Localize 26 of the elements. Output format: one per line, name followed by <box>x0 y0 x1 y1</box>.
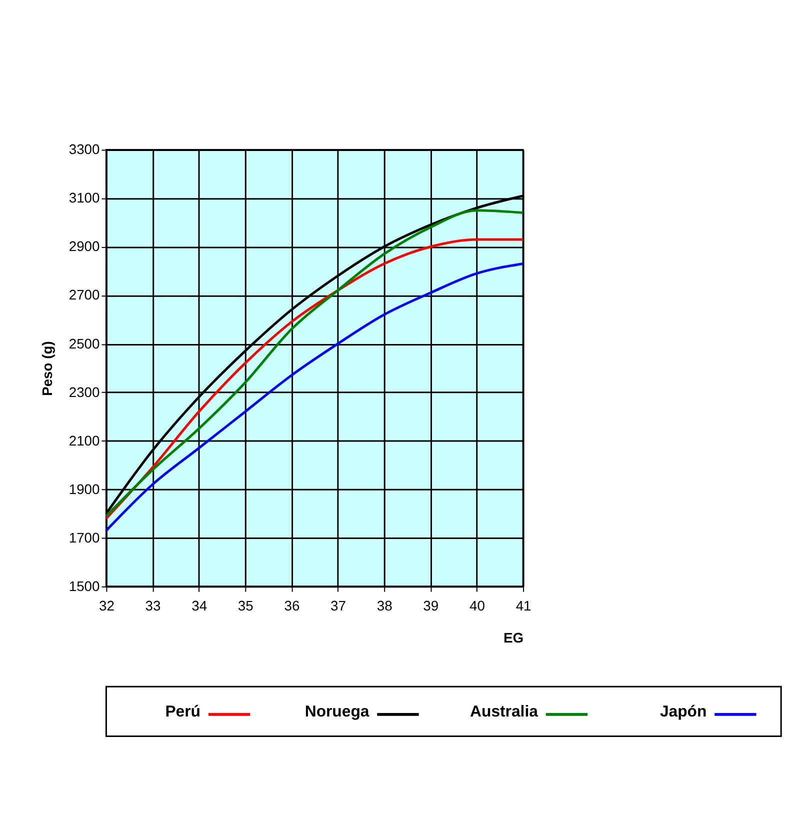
x-tick-label: 39 <box>423 598 439 614</box>
y-tick-label: 1700 <box>68 529 100 546</box>
x-tick-label: 32 <box>98 598 115 614</box>
x-tick-label: 38 <box>376 598 393 614</box>
x-tick-label: 34 <box>192 598 208 614</box>
legend-label: Perú <box>165 703 200 720</box>
legend-label: Japón <box>660 703 707 720</box>
y-tick-label: 1500 <box>68 578 100 594</box>
x-tick-label: 40 <box>470 598 486 614</box>
legend-label: Australia <box>470 703 538 720</box>
x-tick-label: 36 <box>284 598 300 614</box>
y-tick-label: 2300 <box>68 384 100 400</box>
y-tick-label: 3100 <box>68 190 100 206</box>
x-axis-title: EG <box>503 629 524 646</box>
x-tick-label: 37 <box>330 598 346 614</box>
x-tick-label: 35 <box>238 598 254 614</box>
y-axis-title: Peso (g) <box>38 341 55 396</box>
y-tick-label: 2900 <box>68 238 100 254</box>
y-tick-label: 1900 <box>68 480 100 497</box>
y-tick-label: 2100 <box>68 432 100 448</box>
x-tick-label: 33 <box>145 598 162 614</box>
y-tick-label: 2500 <box>68 335 100 352</box>
y-tick-label: 2700 <box>68 286 100 303</box>
legend-label: Noruega <box>304 703 370 720</box>
x-tick-label: 41 <box>516 598 532 614</box>
y-tick-label: 3300 <box>68 141 100 158</box>
